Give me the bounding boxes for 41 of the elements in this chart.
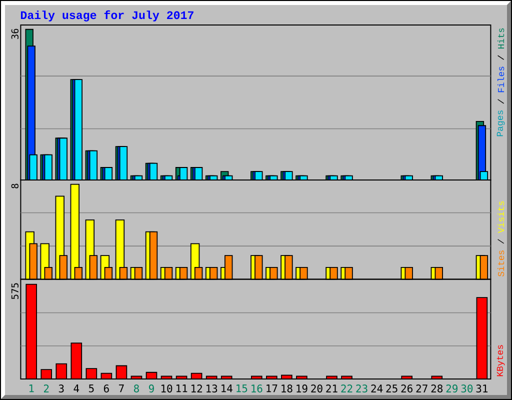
legend-label: Files (497, 66, 504, 92)
x-tick-label: 14 (222, 384, 232, 392)
legend-label: Sites (497, 250, 504, 276)
x-tick-label: 22 (341, 384, 352, 392)
x-tick-label: 4 (74, 384, 80, 392)
x-tick-label: 12 (191, 384, 202, 392)
x-tick-label: 11 (176, 384, 188, 392)
x-tick-label: 30 (461, 384, 473, 392)
x-tick-label: 1 (29, 384, 34, 392)
x-tick-label: 21 (326, 384, 338, 392)
x-tick-label: 26 (401, 384, 412, 392)
x-tick-label: 27 (416, 384, 428, 392)
text: Hits (497, 28, 504, 48)
x-tick-label: 24 (371, 384, 383, 392)
x-tick-label: 8 (134, 384, 139, 392)
text: 36 (11, 28, 19, 39)
x-tick-label: 7 (119, 384, 124, 392)
x-tick-label: 29 (446, 384, 458, 392)
x-tick-label: 13 (206, 384, 218, 392)
legend-label: Pages (496, 110, 505, 136)
x-tick-label: 2 (44, 384, 49, 392)
x-tick-label: 5 (88, 384, 94, 392)
x-tick-label: 17 (266, 384, 278, 392)
text: 575 (11, 283, 19, 299)
x-tick-label: 15 (236, 384, 248, 392)
text: KBytes (496, 345, 505, 376)
x-tick-label: 25 (386, 384, 398, 392)
x-tick-label: 23 (356, 384, 368, 392)
x-tick-label: 31 (476, 384, 488, 392)
x-tick-label: 6 (104, 384, 109, 392)
text: 8 (11, 184, 19, 188)
x-tick-label: 3 (58, 384, 64, 392)
x-tick-label: 20 (311, 384, 322, 392)
x-tick-label: 9 (148, 384, 154, 392)
chart-title: Daily usage for July 2017 (20, 10, 194, 22)
text: Visits (497, 201, 504, 233)
x-tick-label: 19 (296, 384, 308, 392)
x-tick-label: 28 (431, 384, 443, 392)
x-tick-label: 18 (282, 384, 292, 392)
x-tick-label: 10 (161, 384, 172, 392)
x-tick-label: 16 (252, 384, 262, 392)
